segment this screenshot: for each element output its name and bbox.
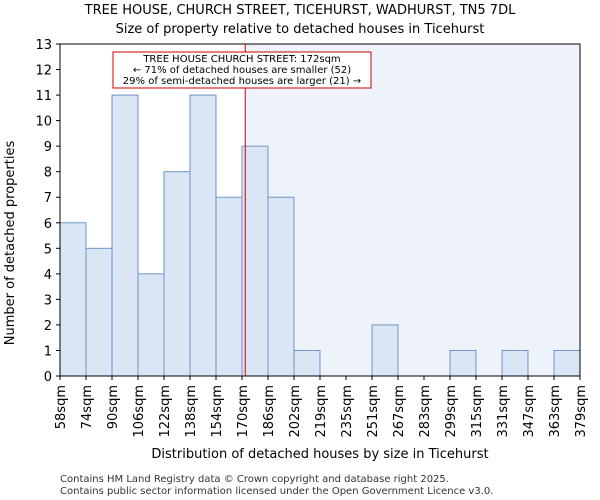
- bar-251sqm: [371, 324, 399, 377]
- annotation-line-2: ← 71% of detached houses are smaller (52…: [133, 65, 351, 76]
- x-tick-label: 202sqm: [288, 385, 303, 438]
- x-tick-label: 331sqm: [496, 385, 511, 438]
- bar-90sqm: [111, 94, 139, 377]
- y-tick-label: 13: [35, 38, 52, 53]
- bar-122sqm: [163, 171, 191, 377]
- y-tick-label: 6: [44, 217, 52, 232]
- bar-331sqm: [501, 349, 529, 377]
- bar-106sqm: [137, 273, 165, 377]
- bar-363sqm: [553, 349, 581, 377]
- y-tick-label: 3: [44, 293, 52, 308]
- x-tick-label: 283sqm: [418, 385, 433, 438]
- x-tick-label: 138sqm: [184, 385, 199, 438]
- x-tick-label: 186sqm: [262, 385, 277, 438]
- x-tick-label: 58sqm: [54, 385, 69, 429]
- x-axis-label: Distribution of detached houses by size …: [151, 447, 488, 462]
- bar-186sqm: [267, 196, 295, 377]
- annotation-line-3: 29% of semi-detached houses are larger (…: [123, 76, 361, 87]
- x-tick-label: 90sqm: [106, 385, 121, 429]
- x-tick-label: 251sqm: [366, 385, 381, 438]
- x-tick-label: 235sqm: [340, 385, 355, 438]
- x-tick-label: 170sqm: [236, 385, 251, 438]
- x-tick-label: 315sqm: [470, 385, 485, 438]
- annotation-line-1: TREE HOUSE CHURCH STREET: 172sqm: [142, 54, 340, 65]
- chart-title: TREE HOUSE, CHURCH STREET, TICEHURST, WA…: [84, 3, 516, 18]
- y-tick-label: 9: [44, 140, 52, 155]
- bar-170sqm: [241, 145, 269, 377]
- chart-subtitle: Size of property relative to detached ho…: [116, 22, 485, 37]
- bar-202sqm: [293, 349, 321, 377]
- footer-line-1: Contains HM Land Registry data © Crown c…: [60, 474, 449, 485]
- bars-group: [59, 94, 581, 377]
- x-ticks-group: 58sqm 74sqm 90sqm 106sqm 122sqm 138sqm 154sqm 1…: [54, 376, 589, 438]
- x-tick-label: 154sqm: [210, 385, 225, 438]
- bar-58sqm: [59, 222, 87, 377]
- x-tick-label: 122sqm: [158, 385, 173, 438]
- x-tick-label: 267sqm: [392, 385, 407, 438]
- y-tick-label: 5: [44, 242, 52, 257]
- y-tick-label: 2: [44, 319, 52, 334]
- x-tick-label: 106sqm: [132, 385, 147, 438]
- x-tick-label: 363sqm: [548, 385, 563, 438]
- y-tick-label: 12: [35, 64, 52, 79]
- x-tick-label: 347sqm: [522, 385, 537, 438]
- bar-74sqm: [85, 247, 113, 377]
- footer-line-2: Contains public sector information licen…: [60, 486, 493, 497]
- highlight-region: [245, 44, 580, 376]
- bar-154sqm: [215, 196, 243, 377]
- bar-138sqm: [189, 94, 217, 377]
- y-tick-label: 1: [44, 344, 52, 359]
- y-tick-label: 8: [44, 166, 52, 181]
- x-tick-label: 379sqm: [574, 385, 589, 438]
- plot-frame: [59, 43, 581, 377]
- y-tick-label: 10: [35, 115, 52, 130]
- y-tick-label: 7: [44, 191, 52, 206]
- x-tick-label: 299sqm: [444, 385, 459, 438]
- annotation-box: [112, 51, 372, 89]
- bar-299sqm: [449, 349, 477, 377]
- y-tick-label: 0: [44, 370, 52, 385]
- x-tick-label: 74sqm: [80, 385, 95, 429]
- y-tick-label: 4: [44, 268, 52, 283]
- x-tick-label: 219sqm: [314, 385, 329, 438]
- y-tick-label: 11: [35, 89, 52, 104]
- y-axis-label: Number of detached properties: [3, 141, 18, 346]
